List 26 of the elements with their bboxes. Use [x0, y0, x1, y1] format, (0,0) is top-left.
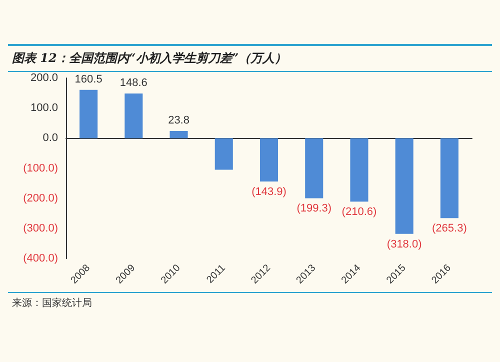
bar — [350, 138, 368, 202]
bar — [440, 138, 458, 218]
source-note: 来源：国家统计局 — [8, 292, 492, 313]
y-tick-label: (300.0) — [23, 222, 58, 235]
bar — [124, 93, 143, 138]
chart-title: 图表 12：全国范围内“小初入学生剪刀差”（万人） — [8, 44, 492, 72]
y-tick-label: (200.0) — [23, 192, 58, 204]
y-tick-label: 100.0 — [30, 102, 58, 114]
bar — [260, 138, 278, 182]
bar — [214, 138, 233, 170]
data-label: 23.8 — [168, 114, 190, 127]
y-tick-label: 0.0 — [42, 132, 58, 144]
bar — [80, 90, 98, 138]
data-label: (199.3) — [296, 202, 332, 215]
y-tick-label: (400.0) — [23, 252, 58, 265]
bar — [170, 131, 188, 138]
data-label: (143.9) — [252, 186, 286, 198]
data-label: (210.6) — [342, 206, 377, 218]
y-tick-label: 200.0 — [30, 72, 58, 84]
bar — [305, 138, 324, 198]
data-label: (265.3) — [432, 222, 467, 235]
data-label: 148.6 — [120, 76, 148, 89]
data-label: (318.0) — [386, 238, 422, 250]
data-label: 160.5 — [74, 73, 102, 86]
bar — [395, 138, 414, 234]
y-tick-label: (100.0) — [23, 162, 58, 174]
